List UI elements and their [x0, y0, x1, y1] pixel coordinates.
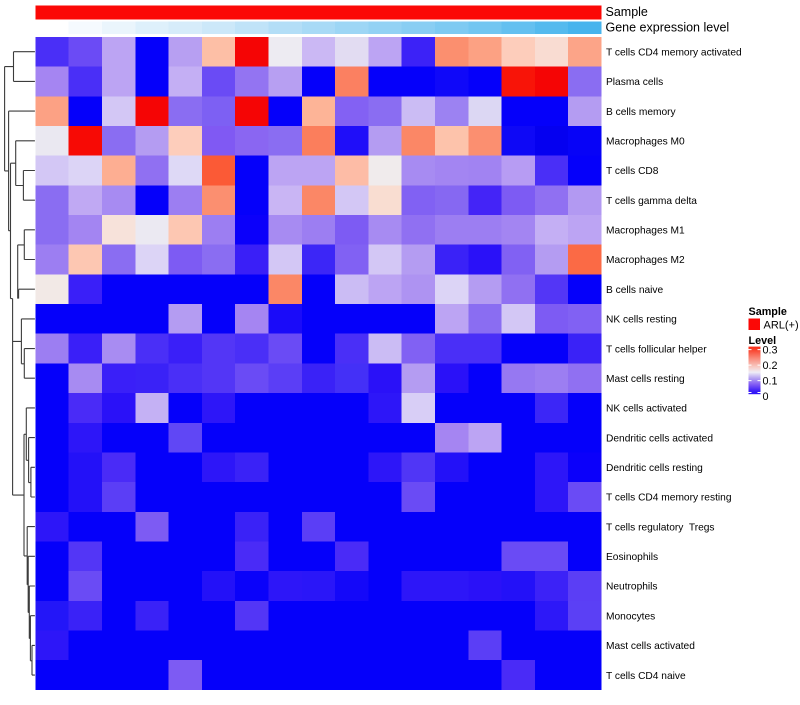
svg-text:Sample: Sample: [606, 5, 648, 19]
svg-text:B cells memory: B cells memory: [606, 107, 677, 118]
svg-text:Mast cells activated: Mast cells activated: [606, 641, 695, 652]
svg-text:Macrophages M0: Macrophages M0: [606, 137, 685, 148]
svg-text:T cells CD4 naive: T cells CD4 naive: [606, 671, 686, 682]
svg-text:0.3: 0.3: [763, 345, 778, 357]
svg-text:0.1: 0.1: [763, 376, 778, 388]
svg-text:Gene expression level: Gene expression level: [606, 21, 730, 35]
svg-text:0.2: 0.2: [763, 360, 778, 372]
svg-text:B cells naive: B cells naive: [606, 285, 664, 296]
svg-text:NK cells activated: NK cells activated: [606, 404, 687, 415]
svg-text:Mast cells resting: Mast cells resting: [606, 374, 685, 385]
svg-text:Dendritic cells resting: Dendritic cells resting: [606, 463, 703, 474]
svg-text:Macrophages M1: Macrophages M1: [606, 226, 685, 237]
svg-text:Sample: Sample: [749, 306, 787, 318]
svg-text:T cells CD8: T cells CD8: [606, 166, 659, 177]
svg-text:T cells regulatory Tregs: T cells regulatory Tregs: [606, 522, 715, 533]
svg-text:Macrophages M2: Macrophages M2: [606, 255, 685, 266]
svg-text:0: 0: [763, 391, 769, 403]
svg-text:Plasma cells: Plasma cells: [606, 77, 663, 88]
svg-text:ARL(+): ARL(+): [764, 320, 799, 332]
svg-text:Eosinophils: Eosinophils: [606, 552, 658, 563]
svg-text:NK cells resting: NK cells resting: [606, 315, 677, 326]
svg-text:T cells CD4 memory resting: T cells CD4 memory resting: [606, 493, 732, 504]
svg-text:Dendritic cells activated: Dendritic cells activated: [606, 433, 713, 444]
svg-text:Neutrophils: Neutrophils: [606, 582, 658, 593]
svg-text:T cells CD4 memory activated: T cells CD4 memory activated: [606, 47, 742, 58]
svg-text:T cells follicular helper: T cells follicular helper: [606, 344, 707, 355]
svg-text:T cells gamma delta: T cells gamma delta: [606, 196, 697, 207]
svg-text:Monocytes: Monocytes: [606, 611, 655, 622]
svg-text:Level: Level: [749, 335, 777, 347]
